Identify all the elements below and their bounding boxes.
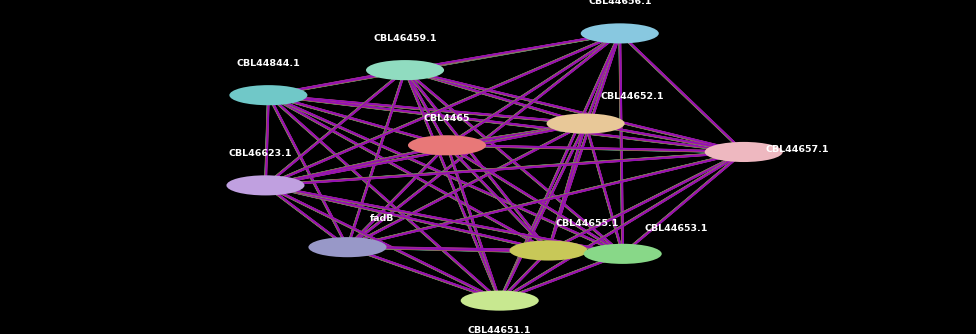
Text: CBL44844.1: CBL44844.1	[236, 59, 301, 68]
Ellipse shape	[229, 85, 307, 105]
Ellipse shape	[366, 60, 444, 80]
Ellipse shape	[705, 142, 783, 162]
Ellipse shape	[581, 23, 659, 43]
Ellipse shape	[226, 175, 305, 195]
Text: CBL44657.1: CBL44657.1	[765, 145, 830, 154]
Ellipse shape	[308, 237, 386, 257]
Ellipse shape	[547, 114, 625, 134]
Text: fadB: fadB	[370, 214, 393, 223]
Text: CBL44656.1: CBL44656.1	[588, 0, 652, 6]
Text: CBL44651.1: CBL44651.1	[468, 326, 532, 334]
Text: CBL44653.1: CBL44653.1	[645, 224, 708, 233]
Ellipse shape	[584, 244, 662, 264]
Text: CBL46623.1: CBL46623.1	[228, 149, 293, 158]
Text: CBL4465: CBL4465	[424, 114, 470, 123]
Ellipse shape	[408, 135, 486, 155]
Text: CBL44655.1: CBL44655.1	[556, 219, 619, 227]
Text: CBL44652.1: CBL44652.1	[600, 93, 665, 101]
Ellipse shape	[461, 291, 539, 311]
Text: CBL46459.1: CBL46459.1	[373, 34, 437, 43]
Ellipse shape	[509, 240, 588, 261]
